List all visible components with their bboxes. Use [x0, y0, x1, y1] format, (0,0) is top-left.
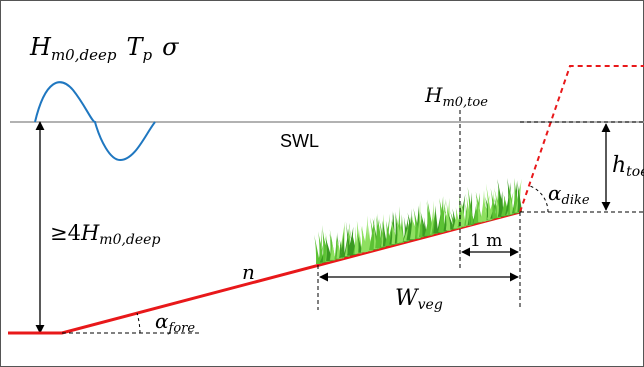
grass-blade — [475, 191, 483, 223]
grass-blade — [460, 201, 467, 227]
grass-blade — [480, 190, 486, 222]
foreshore-angle-label: αfore — [155, 309, 195, 336]
grass-blade — [444, 209, 452, 230]
grass-blade — [314, 234, 320, 264]
grass-blade — [433, 205, 439, 234]
grass-blade — [517, 181, 523, 212]
grass-blade — [475, 194, 482, 223]
dike-angle-arc — [529, 185, 549, 213]
vegetation-grass — [314, 178, 523, 264]
grass-blade — [417, 200, 421, 238]
dike-profile — [519, 65, 644, 213]
grass-blade — [398, 221, 405, 243]
grass-blade — [357, 233, 363, 253]
grass-blade — [318, 231, 325, 263]
grass-blade — [330, 240, 336, 260]
grass-blade — [340, 232, 345, 258]
grass-blade — [439, 198, 446, 232]
grass-blade — [508, 192, 515, 214]
grass-blade — [377, 213, 383, 248]
grass-blade — [469, 203, 475, 224]
wave-curve — [34, 81, 156, 162]
roughness-label: n — [242, 260, 255, 284]
swl-label: SWL — [280, 131, 319, 151]
one-meter-label: 1 m — [470, 231, 502, 251]
foreshore-angle-arc — [136, 312, 141, 334]
toe-depth-label: htoe — [612, 153, 644, 180]
grass-blade — [363, 215, 369, 252]
wave-parameters-label: Hm0,deep Tp σ — [29, 33, 179, 64]
toe-wave-height-label: Hm0,toe — [424, 83, 488, 110]
grass-blade — [447, 211, 455, 230]
veg-width-label: Wveg — [395, 286, 443, 313]
grass-blade — [497, 179, 505, 217]
grass-blade — [420, 211, 427, 237]
grass-blade — [490, 188, 497, 219]
depth-requirement-label: ≥4Hm0,deep — [50, 221, 160, 248]
dike-angle-label: αdike — [548, 181, 590, 208]
